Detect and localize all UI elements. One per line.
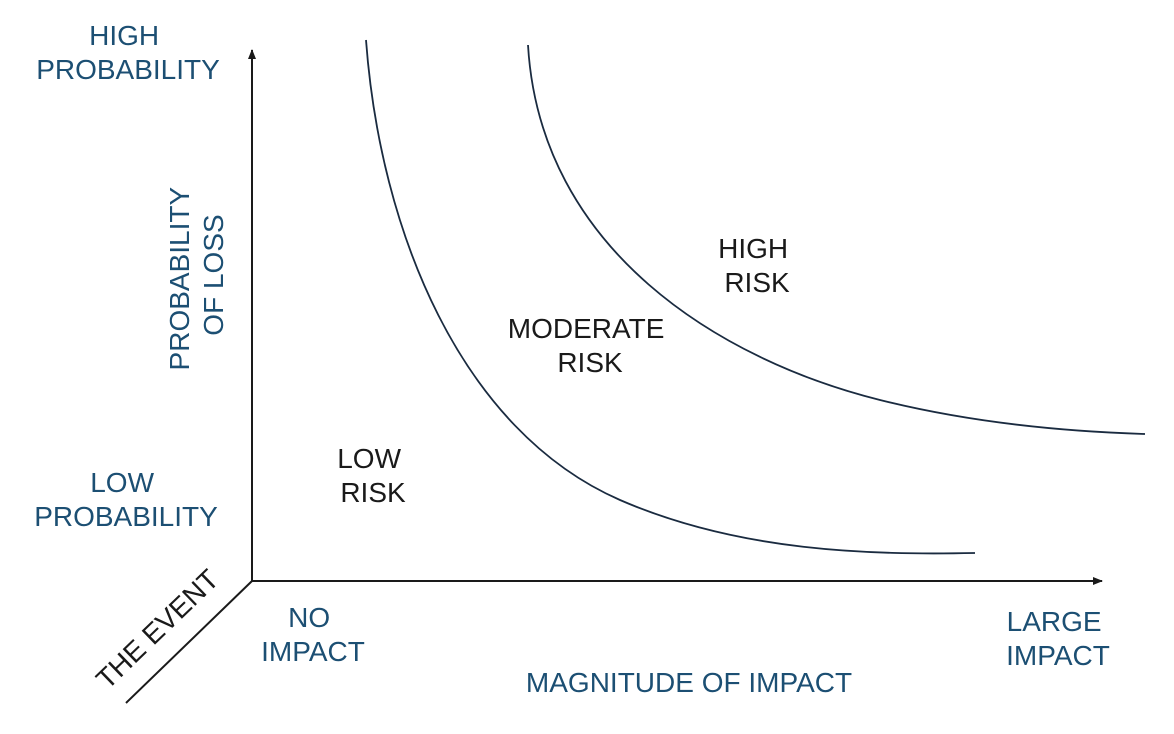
y-top-label: HIGH PROBABILITY — [36, 20, 220, 85]
x-left-label: NO IMPACT — [261, 602, 365, 667]
y-bottom-label: LOW PROBABILITY — [34, 467, 218, 532]
low-risk-label: LOW RISK — [337, 443, 409, 508]
low-moderate-boundary — [365, 39, 976, 555]
z-axis — [125, 580, 253, 704]
y-axis-title: PROBABILITY OF LOSS — [164, 180, 229, 371]
moderate-high-boundary — [527, 44, 1146, 435]
x-axis-title: MAGNITUDE OF IMPACT — [526, 667, 852, 698]
z-axis-title: THE EVENT — [90, 563, 225, 694]
x-right-label: LARGE IMPACT — [1006, 606, 1110, 671]
high-risk-label: HIGH RISK — [718, 233, 796, 298]
moderate-risk-label: MODERATE RISK — [508, 313, 672, 378]
